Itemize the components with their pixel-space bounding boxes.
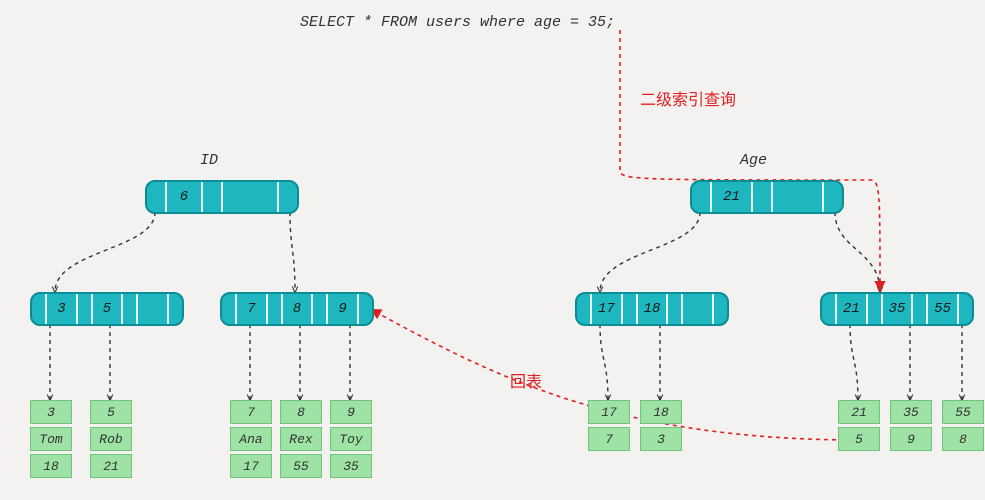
edge-layer	[0, 0, 985, 500]
leaf-cell: 8	[280, 400, 322, 424]
btree-id-mid-0: 35	[30, 292, 184, 326]
node-key: 55	[934, 301, 951, 317]
tree-title-id: ID	[200, 152, 218, 169]
leaf-cell: 5	[838, 427, 880, 451]
btree-age-mid-1: 21 35 55	[820, 292, 974, 326]
leaf-cell: 9	[330, 400, 372, 424]
leaf-cell: 17	[230, 454, 272, 478]
leaf-cell: 5	[90, 400, 132, 424]
leaf-cell: Toy	[330, 427, 372, 451]
leaf-cell: 35	[890, 400, 932, 424]
leaf-cell: 21	[838, 400, 880, 424]
leaf-cell: 18	[30, 454, 72, 478]
leaf-cell: Ana	[230, 427, 272, 451]
node-key: 35	[889, 301, 906, 317]
leaf-cell: Rob	[90, 427, 132, 451]
leaf-cell: Tom	[30, 427, 72, 451]
leaf-cell: 3	[640, 427, 682, 451]
node-key: 7	[247, 301, 255, 317]
node-key: 21	[723, 189, 740, 205]
leaf-cell: 35	[330, 454, 372, 478]
node-key: 9	[338, 301, 346, 317]
btree-id-root: 6	[145, 180, 299, 214]
node-key: 17	[598, 301, 615, 317]
leaf-cell: 55	[280, 454, 322, 478]
btree-age-root: 21	[690, 180, 844, 214]
leaf-cell: Rex	[280, 427, 322, 451]
leaf-cell: 7	[230, 400, 272, 424]
node-key: 8	[293, 301, 301, 317]
annotation-back-to-table: 回表	[510, 368, 542, 392]
annotation-secondary-index: 二级索引查询	[640, 86, 736, 110]
leaf-cell: 9	[890, 427, 932, 451]
leaf-cell: 55	[942, 400, 984, 424]
leaf-cell: 18	[640, 400, 682, 424]
btree-age-mid-0: 1718	[575, 292, 729, 326]
btree-id-mid-1: 7 8 9	[220, 292, 374, 326]
node-key: 18	[644, 301, 661, 317]
sql-query: SELECT * FROM users where age = 35;	[300, 14, 615, 31]
tree-title-age: Age	[740, 152, 767, 169]
node-key: 5	[103, 301, 111, 317]
leaf-cell: 8	[942, 427, 984, 451]
leaf-cell: 21	[90, 454, 132, 478]
node-key: 21	[843, 301, 860, 317]
leaf-cell: 7	[588, 427, 630, 451]
leaf-cell: 3	[30, 400, 72, 424]
leaf-cell: 17	[588, 400, 630, 424]
node-key: 6	[180, 189, 188, 205]
node-key: 3	[57, 301, 65, 317]
